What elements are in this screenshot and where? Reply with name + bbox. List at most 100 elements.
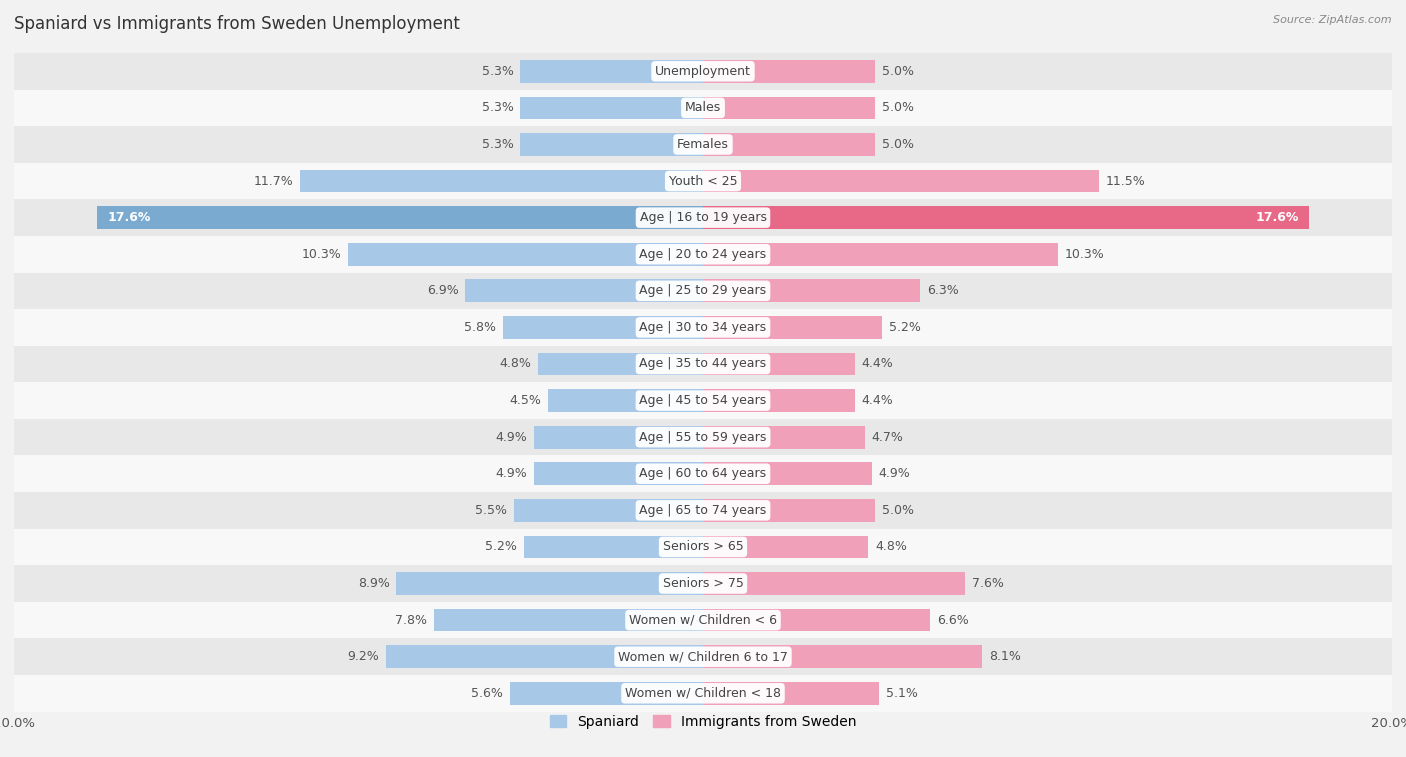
Bar [14, 675, 1392, 712]
Bar [703, 682, 879, 705]
Bar [510, 682, 703, 705]
Text: 5.0%: 5.0% [882, 138, 914, 151]
Text: 5.5%: 5.5% [475, 504, 506, 517]
Text: 5.0%: 5.0% [882, 101, 914, 114]
Text: 17.6%: 17.6% [107, 211, 150, 224]
Bar [14, 456, 1392, 492]
Text: Source: ZipAtlas.com: Source: ZipAtlas.com [1274, 15, 1392, 25]
Bar [703, 170, 1099, 192]
Bar [703, 609, 931, 631]
Text: 4.4%: 4.4% [862, 394, 893, 407]
Text: 6.9%: 6.9% [426, 285, 458, 298]
Bar [14, 199, 1392, 236]
Bar [513, 499, 703, 522]
Text: 11.7%: 11.7% [253, 175, 292, 188]
Text: Age | 55 to 59 years: Age | 55 to 59 years [640, 431, 766, 444]
Bar [14, 126, 1392, 163]
Text: Women w/ Children < 6: Women w/ Children < 6 [628, 614, 778, 627]
Text: Age | 30 to 34 years: Age | 30 to 34 years [640, 321, 766, 334]
Text: 6.6%: 6.6% [938, 614, 969, 627]
Text: Males: Males [685, 101, 721, 114]
Text: 4.9%: 4.9% [495, 467, 527, 480]
Text: 7.6%: 7.6% [972, 577, 1004, 590]
Bar [14, 236, 1392, 273]
Text: 5.3%: 5.3% [482, 138, 513, 151]
Bar [97, 207, 703, 229]
Text: Age | 35 to 44 years: Age | 35 to 44 years [640, 357, 766, 370]
Bar [703, 646, 981, 668]
Text: 4.5%: 4.5% [509, 394, 541, 407]
Text: 11.5%: 11.5% [1107, 175, 1146, 188]
Bar [14, 565, 1392, 602]
Text: 5.2%: 5.2% [485, 540, 517, 553]
Bar [703, 279, 920, 302]
Bar [703, 353, 855, 375]
Text: 4.4%: 4.4% [862, 357, 893, 370]
Bar [703, 60, 875, 83]
Bar [465, 279, 703, 302]
Bar [524, 536, 703, 558]
Text: 7.8%: 7.8% [395, 614, 427, 627]
Text: 10.3%: 10.3% [1064, 248, 1105, 260]
Bar [703, 499, 875, 522]
Bar [703, 97, 875, 119]
Bar [520, 133, 703, 156]
Bar [14, 346, 1392, 382]
Text: 8.1%: 8.1% [988, 650, 1021, 663]
Text: Seniors > 65: Seniors > 65 [662, 540, 744, 553]
Text: 17.6%: 17.6% [1256, 211, 1299, 224]
Bar [387, 646, 703, 668]
Bar [14, 89, 1392, 126]
Text: 4.8%: 4.8% [875, 540, 907, 553]
Bar [703, 243, 1057, 266]
Bar [299, 170, 703, 192]
Bar [396, 572, 703, 595]
Bar [703, 389, 855, 412]
Bar [14, 382, 1392, 419]
Bar [503, 316, 703, 338]
Bar [14, 492, 1392, 528]
Bar [703, 572, 965, 595]
Text: 9.2%: 9.2% [347, 650, 380, 663]
Bar [703, 316, 882, 338]
Bar [534, 463, 703, 485]
Bar [14, 309, 1392, 346]
Bar [703, 426, 865, 448]
Text: 4.9%: 4.9% [879, 467, 911, 480]
Text: Age | 45 to 54 years: Age | 45 to 54 years [640, 394, 766, 407]
Bar [14, 638, 1392, 675]
Bar [520, 97, 703, 119]
Text: 4.8%: 4.8% [499, 357, 531, 370]
Bar [703, 536, 869, 558]
Bar [14, 602, 1392, 638]
Text: 5.0%: 5.0% [882, 504, 914, 517]
Text: 4.7%: 4.7% [872, 431, 904, 444]
Text: Women w/ Children 6 to 17: Women w/ Children 6 to 17 [619, 650, 787, 663]
Bar [14, 273, 1392, 309]
Text: 4.9%: 4.9% [495, 431, 527, 444]
Bar [703, 463, 872, 485]
Bar [548, 389, 703, 412]
Bar [703, 207, 1309, 229]
Text: 5.1%: 5.1% [886, 687, 918, 699]
Text: 5.6%: 5.6% [471, 687, 503, 699]
Text: Age | 60 to 64 years: Age | 60 to 64 years [640, 467, 766, 480]
Bar [520, 60, 703, 83]
Text: Seniors > 75: Seniors > 75 [662, 577, 744, 590]
Text: 5.3%: 5.3% [482, 101, 513, 114]
Text: Females: Females [678, 138, 728, 151]
Text: Age | 20 to 24 years: Age | 20 to 24 years [640, 248, 766, 260]
Text: 5.3%: 5.3% [482, 65, 513, 78]
Bar [14, 163, 1392, 199]
Text: 8.9%: 8.9% [357, 577, 389, 590]
Text: Age | 25 to 29 years: Age | 25 to 29 years [640, 285, 766, 298]
Bar [14, 53, 1392, 89]
Bar [14, 528, 1392, 565]
Text: Youth < 25: Youth < 25 [669, 175, 737, 188]
Bar [537, 353, 703, 375]
Text: 6.3%: 6.3% [927, 285, 959, 298]
Text: Age | 65 to 74 years: Age | 65 to 74 years [640, 504, 766, 517]
Text: Age | 16 to 19 years: Age | 16 to 19 years [640, 211, 766, 224]
Bar [703, 133, 875, 156]
Text: 5.8%: 5.8% [464, 321, 496, 334]
